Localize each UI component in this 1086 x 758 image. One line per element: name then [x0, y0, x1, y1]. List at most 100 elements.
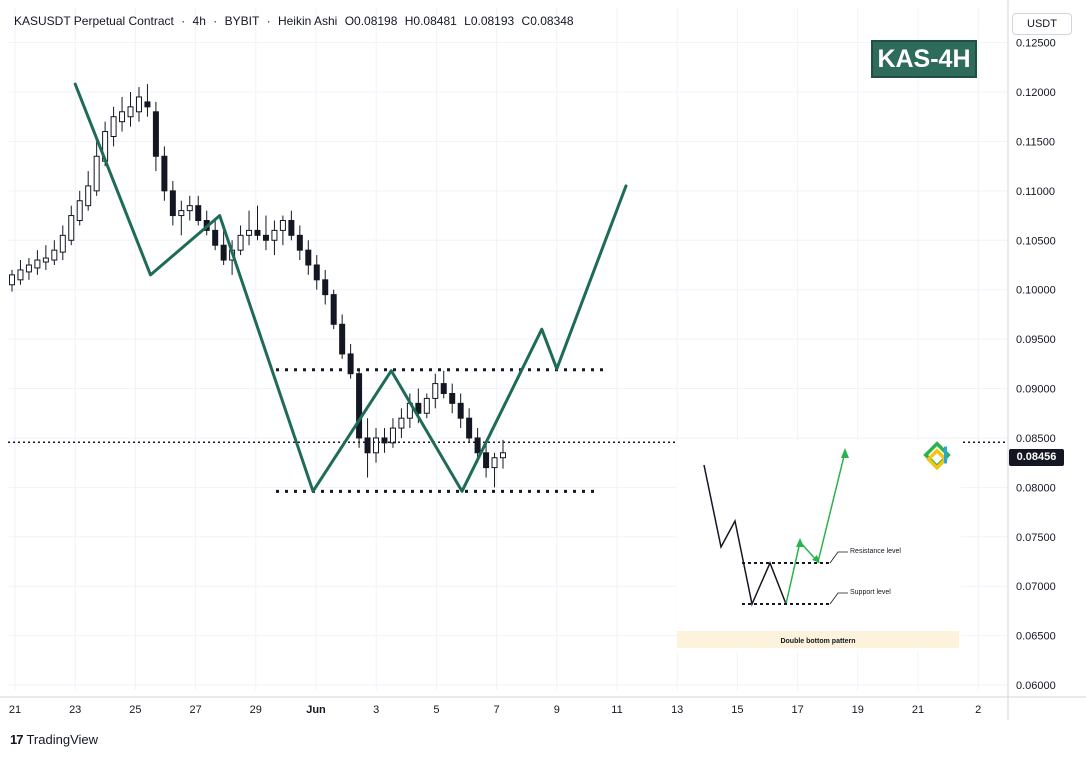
inset-resistance-label: Resistance level	[850, 548, 901, 555]
inset-caption-bar	[677, 631, 959, 648]
chart-style-label: Heikin Ashi	[277, 14, 338, 28]
candle-body	[313, 264, 320, 281]
candle-body	[68, 215, 75, 241]
candle-body	[432, 383, 439, 399]
candle	[254, 205, 261, 241]
inset-support-label: Support level	[850, 589, 891, 596]
candle	[423, 393, 430, 419]
candle-body	[135, 96, 142, 113]
candle	[237, 225, 244, 256]
price-tick-label: 0.11500	[1016, 136, 1055, 148]
candle-body	[42, 257, 49, 263]
tradingview-wordmark: TradingView	[26, 732, 99, 747]
time-tick-label: 19	[852, 704, 864, 716]
time-tick-label: 3	[373, 704, 379, 716]
candle	[491, 452, 498, 488]
projection-path	[73, 82, 628, 493]
price-tick-label: 0.10000	[1016, 285, 1056, 297]
time-axis[interactable]: 21 23 25 27 29 Jun 3 5 7 9 11 13 15 17 19 21 2	[9, 704, 981, 716]
candle-body	[398, 417, 405, 429]
candle	[483, 442, 490, 478]
candle-body	[212, 229, 219, 246]
candle-body	[466, 417, 473, 439]
separator-dot: ·	[213, 14, 218, 28]
price-tick-label: 0.07500	[1016, 532, 1056, 544]
symbol-name[interactable]: KASUSDT Perpetual Contract	[14, 14, 174, 28]
symbol-header: KASUSDT Perpetual Contract · 4h · BYBIT …	[14, 14, 578, 28]
candle-body	[9, 274, 15, 286]
candle	[144, 84, 151, 117]
inset-leader	[829, 592, 848, 605]
candle-body	[500, 452, 506, 459]
candle	[449, 383, 456, 414]
ohlc-low: L0.08193	[464, 14, 515, 28]
candle-body	[483, 452, 490, 469]
candle	[25, 258, 32, 280]
price-axis[interactable]: 0.12500 0.12000 0.11500 0.11000 0.10500 0.100…	[1016, 38, 1056, 692]
candle-body	[127, 106, 134, 118]
candle	[9, 269, 15, 292]
candle	[169, 180, 176, 226]
price-tick-label: 0.07000	[1016, 581, 1056, 593]
separator-dot: ·	[266, 14, 271, 28]
price-tick-label: 0.08000	[1016, 482, 1056, 494]
tradingview-logo[interactable]: 17 TradingView	[10, 732, 98, 747]
candle-body	[271, 229, 278, 241]
price-tick-label: 0.06500	[1016, 631, 1056, 643]
candle	[373, 428, 380, 463]
candle-body	[356, 373, 363, 439]
candle	[161, 146, 168, 201]
candle	[339, 314, 346, 359]
pattern-levels	[8, 368, 1008, 493]
interval-label[interactable]: 4h	[192, 14, 206, 28]
candle	[220, 230, 227, 265]
candle	[76, 190, 83, 226]
candle-body	[449, 392, 456, 404]
candle-body	[34, 259, 41, 269]
candle	[178, 200, 185, 236]
candle	[17, 260, 24, 285]
candle-body	[178, 210, 185, 217]
candle-body	[423, 397, 430, 414]
candle	[305, 240, 312, 275]
candle	[93, 141, 100, 196]
time-tick-label: 13	[671, 704, 683, 716]
candle-body	[305, 249, 312, 266]
candle	[457, 393, 464, 429]
candle-body	[262, 234, 269, 241]
time-tick-label: 7	[494, 704, 500, 716]
candle	[279, 215, 286, 246]
inset-leader	[829, 551, 848, 564]
time-tick-label: 15	[731, 704, 743, 716]
candle	[195, 195, 202, 226]
candle	[432, 373, 439, 409]
inset-panel	[677, 440, 961, 652]
candle	[246, 210, 253, 246]
time-tick-label: 9	[554, 704, 560, 716]
candle-body	[17, 269, 24, 281]
candle	[127, 92, 134, 127]
candle-body	[322, 279, 329, 296]
price-tick-label: 0.06000	[1016, 680, 1056, 692]
candle	[85, 171, 92, 211]
currency-selector[interactable]: USDT	[1012, 13, 1072, 35]
candle-body	[59, 234, 66, 253]
time-tick-label: 25	[129, 704, 141, 716]
candle-body	[195, 205, 202, 222]
time-tick-label: 11	[611, 704, 622, 716]
candle	[152, 101, 159, 172]
candle-body	[119, 111, 126, 123]
candle-body	[389, 427, 396, 444]
candle	[59, 225, 66, 261]
candle-body	[279, 220, 286, 231]
candle	[466, 408, 473, 443]
candle	[288, 210, 295, 241]
candle	[500, 439, 506, 469]
logo-icon	[923, 441, 951, 471]
candle-body	[25, 264, 32, 273]
exchange-label: BYBIT	[224, 14, 260, 28]
logo-icon-blue	[943, 446, 947, 464]
candle	[42, 245, 49, 270]
candle-body	[254, 229, 261, 236]
